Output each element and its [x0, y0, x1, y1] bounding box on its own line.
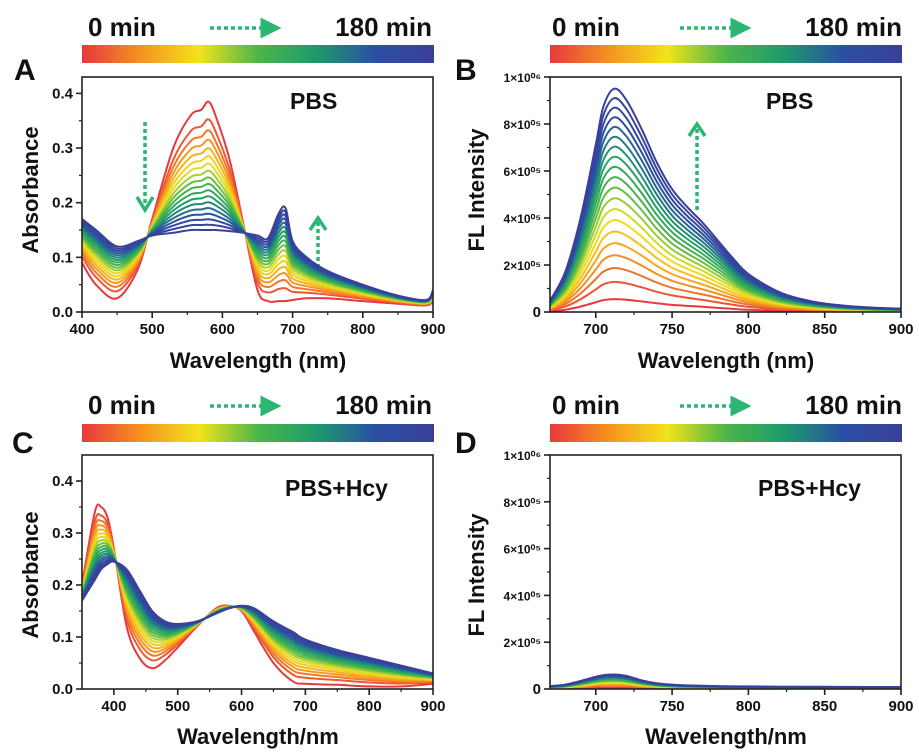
- x-tick-label: 850: [812, 698, 837, 715]
- series-group: [82, 100, 433, 307]
- y-tick-label: 6×10⁰⁵: [504, 165, 541, 179]
- y-tick-label: 0: [533, 304, 541, 321]
- time-end-label: 180 min: [335, 12, 432, 42]
- panel-letter: D: [455, 427, 477, 460]
- y-tick-label: 1×10⁰⁶: [504, 71, 541, 85]
- x-tick-label: 850: [812, 321, 837, 338]
- panel-letter: B: [455, 54, 477, 87]
- panel-annotation: PBS+Hcy: [758, 475, 861, 501]
- x-axis-label: Wavelength (nm): [170, 348, 346, 373]
- x-tick-label: 400: [101, 698, 126, 715]
- y-axis-label: FL Intensity: [464, 128, 489, 252]
- increase-arrow-head: [308, 214, 328, 231]
- decrease-arrow-head: [135, 196, 155, 214]
- panel-a: 0 min 180 min A PBS Absorbance Wavelengt…: [14, 12, 434, 373]
- y-tick-label: 0.1: [52, 249, 73, 266]
- plot-d: 700 750 800 850 900 0 2×10⁰⁵ 4×10⁰⁵ 6×10⁰⁵ 8×10⁰⁵…: [504, 449, 914, 715]
- x-axis-label: Wavelength/nm: [645, 724, 807, 749]
- time-start-label: 0 min: [552, 390, 620, 420]
- x-tick-label: 900: [888, 321, 913, 338]
- panel-c: 0 min 180 min C PBS+Hcy Absorbance Wavel…: [12, 390, 434, 749]
- series-group: [550, 87, 901, 312]
- time-color-bar: [82, 424, 434, 442]
- x-tick-label: 700: [583, 698, 608, 715]
- y-tick-label: 0.0: [52, 681, 73, 698]
- panel-annotation: PBS: [290, 88, 337, 114]
- x-tick-label: 800: [736, 321, 761, 338]
- panel-d: 0 min 180 min D PBS+Hcy FL Intensity Wav…: [455, 390, 902, 749]
- plot-b: 700 750 800 850 900 0 2×10⁰⁵ 4×10⁰⁵ 6×10⁰⁵ 8×10⁰⁵…: [504, 71, 914, 338]
- time-color-bar: [550, 45, 902, 63]
- y-tick-label: 0.3: [52, 525, 73, 542]
- panel-b: 0 min 180 min B PBS FL Intensity Wavelen…: [455, 12, 902, 373]
- x-tick-label: 800: [736, 698, 761, 715]
- y-tick-label: 4×10⁰⁵: [504, 589, 541, 603]
- plot-frame: [81, 454, 434, 690]
- time-end-label: 180 min: [805, 390, 902, 420]
- time-start-label: 0 min: [88, 12, 156, 42]
- x-tick-label: 800: [357, 698, 382, 715]
- x-tick-label: 750: [660, 321, 685, 338]
- panel-letter: C: [12, 427, 34, 460]
- increase-arrow-head: [687, 120, 707, 137]
- series-group: [550, 673, 901, 689]
- y-tick-label: 8×10⁰⁵: [504, 496, 541, 510]
- y-tick-label: 0.2: [52, 195, 73, 212]
- y-axis-label: Absorbance: [18, 126, 43, 253]
- y-tick-label: 8×10⁰⁵: [504, 118, 541, 132]
- y-tick-label: 0.1: [52, 629, 73, 646]
- y-tick-label: 0: [533, 681, 541, 698]
- x-tick-label: 700: [583, 321, 608, 338]
- x-tick-label: 900: [420, 321, 445, 338]
- x-tick-label: 750: [660, 698, 685, 715]
- y-tick-label: 6×10⁰⁵: [504, 543, 541, 557]
- x-axis-label: Wavelength/nm: [177, 724, 339, 749]
- y-tick-label: 0.3: [52, 140, 73, 157]
- panel-annotation: PBS+Hcy: [285, 475, 388, 501]
- spectrum-line-3: [82, 129, 433, 306]
- time-start-label: 0 min: [88, 390, 156, 420]
- time-color-bar: [550, 424, 902, 442]
- spectrum-line-10: [550, 673, 901, 688]
- x-tick-label: 500: [165, 698, 190, 715]
- panel-letter: A: [14, 54, 36, 87]
- y-tick-label: 0.2: [52, 577, 73, 594]
- x-tick-label: 400: [69, 321, 94, 338]
- panel-annotation: PBS: [766, 88, 813, 114]
- y-axis-label: FL Intensity: [464, 513, 489, 637]
- plot-c: 400 500 600 700 800 900 0.0 0.1 0.2 0.3 0.4: [52, 454, 446, 715]
- y-tick-label: 0.4: [52, 473, 74, 490]
- y-tick-label: 2×10⁰⁵: [504, 636, 541, 650]
- spectrum-line-18: [82, 205, 433, 302]
- x-tick-label: 700: [293, 698, 318, 715]
- y-tick-label: 2×10⁰⁵: [504, 259, 541, 273]
- x-tick-label: 900: [888, 698, 913, 715]
- x-tick-label: 700: [280, 321, 305, 338]
- x-axis-label: Wavelength (nm): [638, 348, 814, 373]
- x-tick-label: 500: [140, 321, 165, 338]
- plot-layer: 400 500 600 700 800 900 0.0 0.1 0.2 0.3 0.4 700 750 8…: [52, 71, 913, 715]
- time-end-label: 180 min: [335, 390, 432, 420]
- x-tick-label: 900: [420, 698, 445, 715]
- time-color-bar: [82, 45, 434, 63]
- x-tick-label: 600: [210, 321, 235, 338]
- spectrum-line-18: [82, 560, 433, 675]
- spectrum-line-20: [550, 87, 901, 310]
- x-tick-label: 600: [229, 698, 254, 715]
- y-tick-label: 0.0: [52, 304, 73, 321]
- time-start-label: 0 min: [552, 12, 620, 42]
- y-axis-label: Absorbance: [18, 511, 43, 638]
- y-tick-label: 1×10⁰⁶: [504, 449, 541, 463]
- time-end-label: 180 min: [805, 12, 902, 42]
- x-tick-label: 800: [350, 321, 375, 338]
- y-tick-label: 4×10⁰⁵: [504, 212, 541, 226]
- y-tick-label: 0.4: [52, 85, 74, 102]
- series-group: [82, 503, 433, 688]
- plot-a: 400 500 600 700 800 900 0.0 0.1 0.2 0.3 0.4: [52, 76, 446, 338]
